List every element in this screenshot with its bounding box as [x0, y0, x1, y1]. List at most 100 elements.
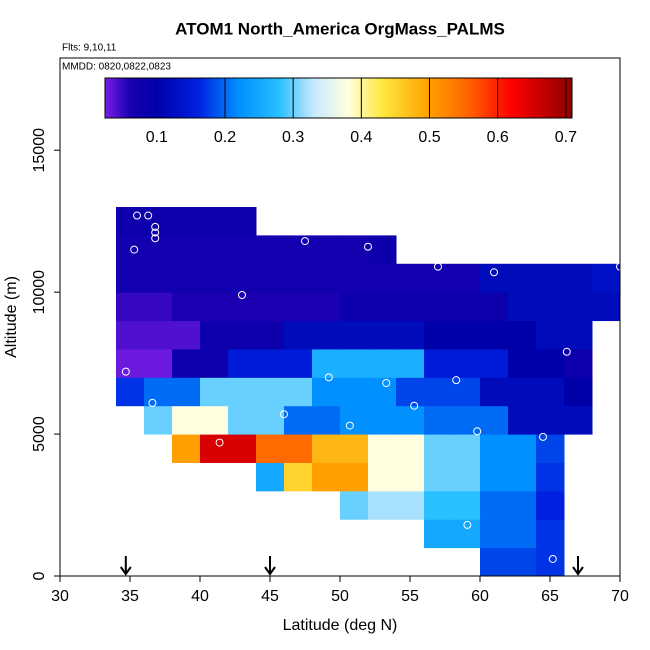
heat-cell — [284, 292, 313, 322]
heat-cell — [340, 292, 369, 322]
heat-cell — [536, 490, 565, 520]
heat-cell — [200, 377, 229, 407]
heat-cell — [228, 263, 257, 293]
heat-cell — [228, 320, 257, 350]
heat-cell — [536, 377, 565, 407]
heat-cell — [340, 434, 369, 463]
heat-cell — [340, 462, 369, 492]
heat-cell — [452, 434, 481, 463]
heat-cell — [368, 348, 397, 378]
y-tick-label: 0 — [31, 571, 48, 580]
heat-cell — [284, 434, 313, 463]
heat-cell — [508, 377, 537, 407]
sample-point — [473, 427, 482, 436]
heat-cell — [144, 263, 173, 293]
heat-cell — [396, 405, 425, 435]
heat-cell — [396, 462, 425, 492]
heat-cell — [228, 348, 257, 378]
heat-cell — [256, 292, 285, 322]
heat-cell — [536, 263, 565, 293]
heat-cell — [368, 263, 397, 293]
heat-cell — [228, 405, 257, 435]
sample-point — [463, 520, 472, 529]
sample-point — [562, 347, 571, 356]
heat-cell — [172, 207, 201, 236]
sample-point — [382, 378, 391, 387]
sample-point — [548, 554, 557, 563]
chart-title: ATOM1 North_America OrgMass_PALMS — [175, 19, 505, 38]
sample-point — [130, 245, 139, 254]
sample-point — [410, 401, 419, 410]
heat-cell — [564, 320, 593, 350]
heat-cell — [508, 320, 537, 350]
heat-cell — [340, 405, 369, 435]
heat-cell — [312, 320, 341, 350]
sample-point — [238, 291, 246, 300]
heat-cell — [116, 263, 145, 293]
heat-cell — [368, 377, 397, 407]
heat-cell — [228, 292, 257, 322]
heat-cell — [256, 434, 285, 463]
heat-cell — [564, 292, 593, 322]
heat-cell — [480, 320, 509, 350]
heat-cell — [480, 519, 509, 549]
sample-point — [133, 211, 141, 220]
sample-point — [148, 398, 157, 407]
heat-cell — [480, 377, 509, 407]
sample-point — [151, 228, 160, 237]
heat-cell — [228, 207, 257, 236]
heat-cell — [396, 292, 425, 322]
heat-cell — [172, 235, 201, 265]
heat-cell — [284, 405, 313, 435]
heat-cell — [284, 377, 313, 407]
heat-cell — [368, 292, 397, 322]
heat-cell — [480, 547, 509, 577]
sample-point — [539, 432, 547, 441]
sample-point — [144, 211, 153, 220]
heat-cell — [452, 405, 481, 435]
sample-point — [364, 242, 372, 251]
sample-point — [324, 373, 333, 382]
heat-cell — [480, 348, 509, 378]
heat-cell — [116, 292, 145, 322]
heat-cell — [200, 207, 229, 236]
heat-cell — [312, 405, 341, 435]
heat-cell — [480, 263, 509, 293]
heat-cell — [452, 320, 481, 350]
heat-cell — [452, 348, 481, 378]
heat-cell — [536, 434, 565, 463]
heat-cell — [424, 434, 453, 463]
sample-point — [280, 410, 288, 419]
heat-cell — [172, 348, 201, 378]
x-tick-label: 65 — [541, 588, 559, 605]
heat-cell — [424, 377, 453, 407]
x-tick-label: 45 — [261, 588, 279, 605]
heat-cell — [536, 547, 565, 577]
heat-cell — [452, 519, 481, 549]
heat-cell — [228, 235, 257, 265]
heat-cell — [508, 405, 537, 435]
heat-cell — [256, 462, 285, 492]
heat-cell — [564, 377, 593, 407]
heat-cell — [508, 462, 537, 492]
x-tick-label: 55 — [401, 588, 419, 605]
heat-cell — [284, 320, 313, 350]
heat-cell — [200, 320, 229, 350]
heat-cell — [340, 490, 369, 520]
heat-cell — [172, 434, 201, 463]
heat-cell — [116, 207, 145, 236]
heat-cell — [508, 434, 537, 463]
heat-cell — [200, 235, 229, 265]
sample-point — [490, 268, 498, 277]
heat-cell — [144, 292, 173, 322]
heat-cell — [340, 263, 369, 293]
subtitle: Flts: 9,10,11 — [62, 43, 117, 54]
heat-cell — [200, 348, 229, 378]
heat-cell — [424, 490, 453, 520]
heat-cell — [172, 405, 201, 435]
heat-cell — [424, 320, 453, 350]
x-tick-label: 35 — [121, 588, 139, 605]
sample-point — [301, 237, 309, 246]
heat-cell — [340, 320, 369, 350]
heat-cell — [592, 263, 621, 293]
